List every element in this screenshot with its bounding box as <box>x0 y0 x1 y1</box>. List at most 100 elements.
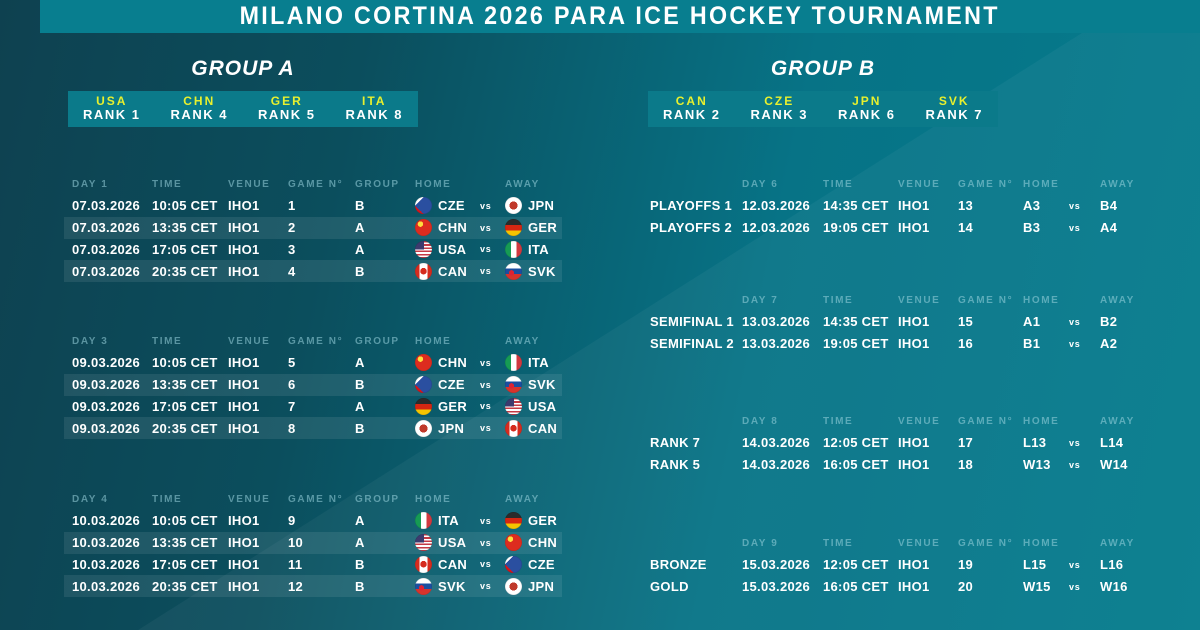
home-team-code: CHN <box>438 220 468 236</box>
column-header-game: GAME N° <box>288 493 344 505</box>
away-team-code: CZE <box>528 556 555 572</box>
home-team-code: CZE <box>438 377 465 393</box>
team-rank: RANK 5 <box>258 107 316 123</box>
match-date: 13.03.2026 <box>742 336 811 352</box>
column-header-game: GAME N° <box>288 178 344 190</box>
column-header-away: AWAY <box>1100 537 1135 549</box>
match-row: 07.03.2026 10:05 CET IHO1 1 B CZE vs JPN <box>64 195 562 217</box>
match-date: 14.03.2026 <box>742 457 811 473</box>
match-group: B <box>355 263 365 279</box>
match-group: A <box>355 241 365 257</box>
match-label: PLAYOFFS 2 <box>650 220 732 236</box>
column-header-home: HOME <box>1023 415 1060 427</box>
match-date: 07.03.2026 <box>72 241 141 257</box>
vs-label: vs <box>1069 222 1081 233</box>
vs-label: vs <box>1069 559 1081 570</box>
column-header-away: AWAY <box>505 178 540 190</box>
team-seed: JPN RANK 6 <box>823 93 911 124</box>
match-time: 20:35 CET <box>152 420 218 436</box>
away-team-cell: CAN <box>505 419 562 437</box>
match-game-number: 16 <box>958 336 974 352</box>
match-venue: IHO1 <box>228 398 260 414</box>
match-venue: IHO1 <box>228 220 260 236</box>
match-venue: IHO1 <box>898 579 930 595</box>
team-code: GER <box>270 93 303 108</box>
vs-label: vs <box>1069 437 1081 448</box>
match-venue: IHO1 <box>228 355 260 371</box>
flag-cze-icon <box>415 197 432 215</box>
match-label: BRONZE <box>650 557 707 573</box>
away-team-code: W14 <box>1100 457 1128 473</box>
team-seed: CAN RANK 2 <box>648 94 736 124</box>
match-time: 10:05 CET <box>152 198 218 214</box>
schedule-section: DAY 1 TIME VENUE GAME N° GROUP HOME AWAY 07.03.… <box>64 173 562 283</box>
column-header-day: DAY 4 <box>72 493 109 505</box>
vs-label: vs <box>480 423 492 434</box>
team-rank: RANK 7 <box>925 107 983 123</box>
schedule-section: DAY 7 TIME VENUE GAME N° HOME AWAY SEMIFINAL 1… <box>650 289 1180 355</box>
match-date: 09.03.2026 <box>72 355 141 371</box>
match-venue: IHO1 <box>898 435 930 451</box>
vs-label: vs <box>480 357 492 368</box>
schedule-header-row: DAY 8 TIME VENUE GAME N° HOME AWAY <box>650 410 1180 432</box>
team-code: SVK <box>938 93 970 108</box>
column-header-day: DAY 8 <box>742 415 779 427</box>
flag-chn-icon <box>505 534 522 552</box>
match-time: 19:05 CET <box>823 336 889 352</box>
away-team-code: B2 <box>1100 314 1118 330</box>
match-game-number: 4 <box>288 263 296 279</box>
schedule-header-row: DAY 6 TIME VENUE GAME N° HOME AWAY <box>650 173 1180 195</box>
match-game-number: 7 <box>288 398 296 414</box>
schedule-header-row: DAY 1 TIME VENUE GAME N° GROUP HOME AWAY <box>64 173 562 195</box>
away-team-cell: ITA <box>505 240 562 258</box>
team-code: CHN <box>183 93 216 108</box>
team-seed: CHN RANK 4 <box>156 93 244 124</box>
flag-can-icon <box>505 419 522 437</box>
vs-label: vs <box>480 537 492 548</box>
flag-svk-icon <box>505 376 522 394</box>
home-team-code: USA <box>438 535 467 551</box>
team-rank: RANK 2 <box>663 107 721 123</box>
title-banner: MILANO CORTINA 2026 PARA ICE HOCKEY TOUR… <box>40 0 1200 33</box>
column-header-group: GROUP <box>355 178 400 190</box>
match-venue: IHO1 <box>228 377 260 393</box>
flag-can-icon <box>415 555 432 573</box>
match-time: 12:05 CET <box>823 557 889 573</box>
match-date: 10.03.2026 <box>72 556 141 572</box>
schedule-section: DAY 4 TIME VENUE GAME N° GROUP HOME AWAY 10.03.… <box>64 488 562 598</box>
match-date: 12.03.2026 <box>742 220 811 236</box>
flag-ger-icon <box>505 512 522 530</box>
column-header-away: AWAY <box>505 335 540 347</box>
schedule-section: DAY 3 TIME VENUE GAME N° GROUP HOME AWAY 09.03.… <box>64 330 562 440</box>
match-row: 10.03.2026 20:35 CET IHO1 12 B SVK vs JPN <box>64 575 562 598</box>
match-label: RANK 7 <box>650 435 701 451</box>
column-header-home: HOME <box>1023 294 1060 306</box>
team-code: JPN <box>852 93 882 108</box>
column-header-home: HOME <box>415 493 452 505</box>
column-header-away: AWAY <box>1100 178 1135 190</box>
match-time: 10:05 CET <box>152 355 218 371</box>
match-date: 10.03.2026 <box>72 578 141 594</box>
match-group: A <box>355 220 365 236</box>
match-group: B <box>355 556 365 572</box>
column-header-time: TIME <box>823 294 854 306</box>
column-header-venue: VENUE <box>228 178 271 190</box>
flag-svk-icon <box>415 577 432 595</box>
vs-label: vs <box>1069 316 1081 327</box>
match-row: SEMIFINAL 2 13.03.2026 19:05 CET IHO1 16 B1 vs… <box>650 333 1180 355</box>
match-time: 17:05 CET <box>152 398 218 414</box>
match-date: 09.03.2026 <box>72 420 141 436</box>
match-row: 07.03.2026 17:05 CET IHO1 3 A USA vs ITA <box>64 239 562 261</box>
home-team-code: L13 <box>1023 435 1047 451</box>
column-header-time: TIME <box>823 415 854 427</box>
match-row: 07.03.2026 20:35 CET IHO1 4 B CAN vs SVK <box>64 260 562 283</box>
away-team-code: L14 <box>1100 435 1124 451</box>
column-header-venue: VENUE <box>228 335 271 347</box>
home-team-code: B1 <box>1023 336 1041 352</box>
match-venue: IHO1 <box>228 263 260 279</box>
flag-ita-icon <box>505 354 522 372</box>
match-row: 10.03.2026 10:05 CET IHO1 9 A ITA vs GER <box>64 510 562 532</box>
away-team-code: CHN <box>528 535 558 551</box>
schedule-section: DAY 8 TIME VENUE GAME N° HOME AWAY RANK 7 14.03… <box>650 410 1180 476</box>
match-date: 07.03.2026 <box>72 263 141 279</box>
